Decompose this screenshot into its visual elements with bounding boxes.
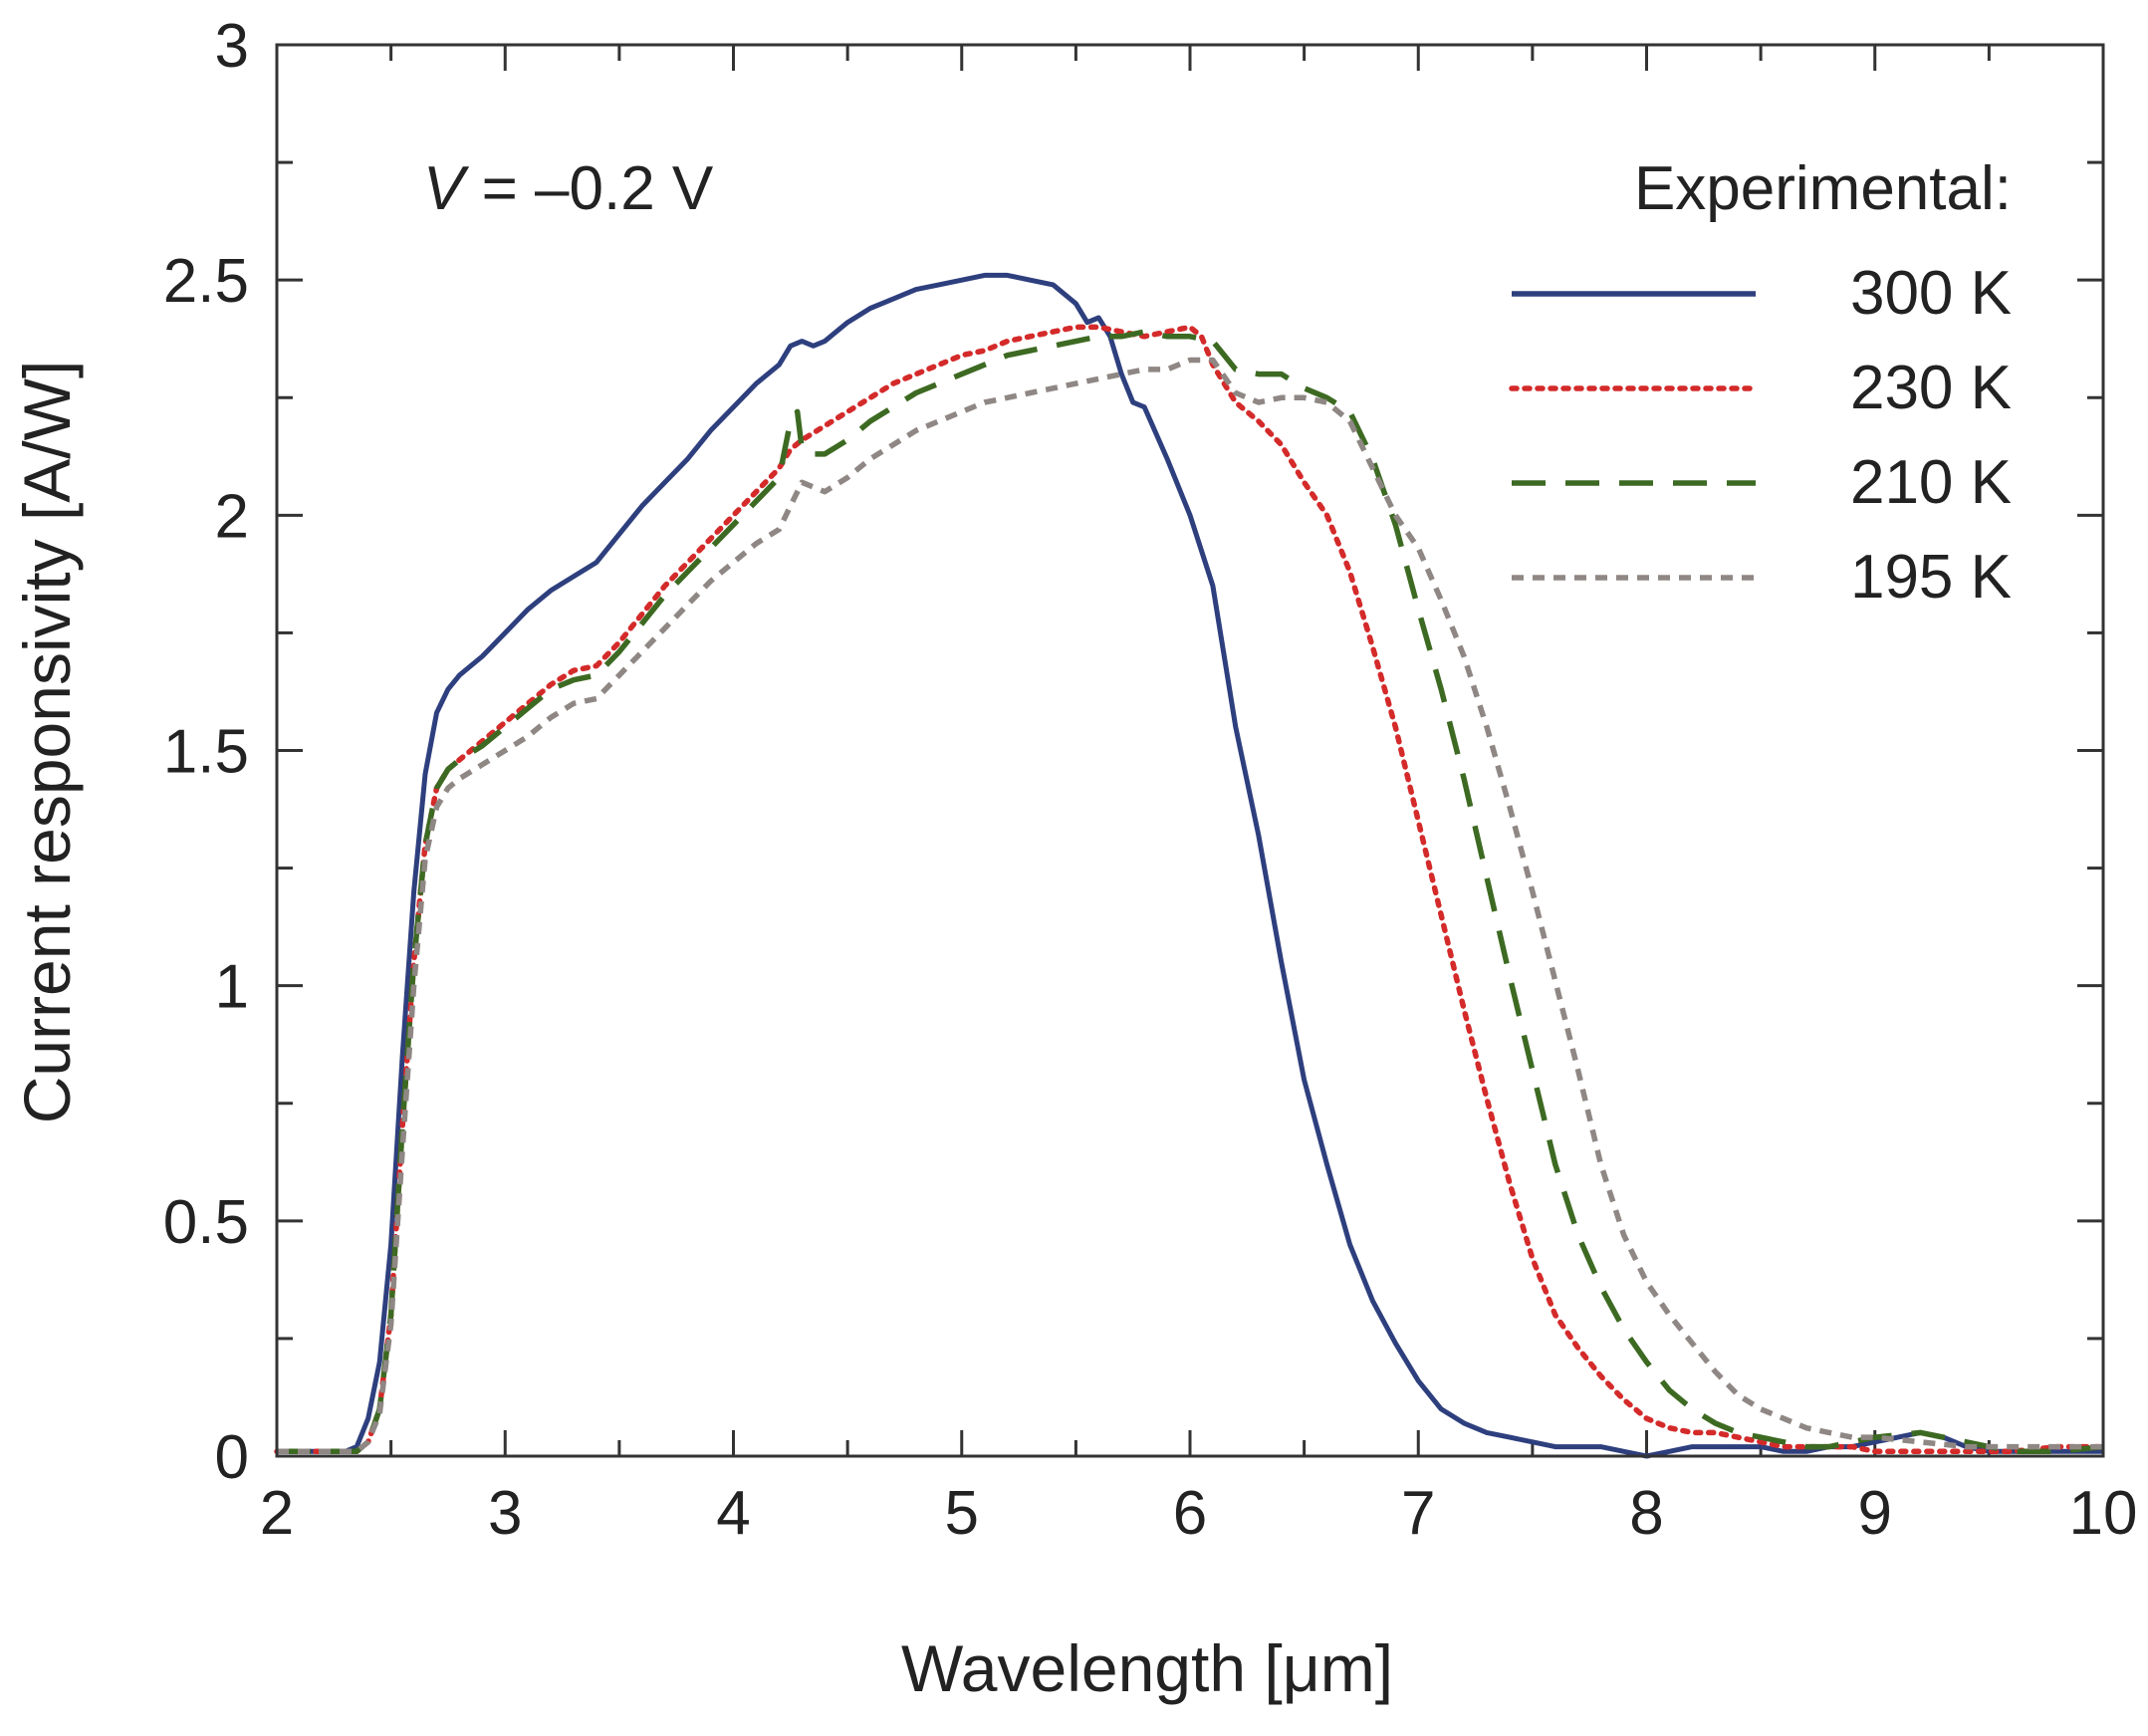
y-tick-label: 0 [215,1423,249,1492]
x-tick-label: 8 [1629,1479,1663,1548]
y-tick-label: 1 [215,953,249,1022]
legend: Experimental: 300 K 230 K 210 K 195 K [1509,154,2012,612]
series-line-230-k [274,324,2106,1455]
annotation-value: = –0.2 V [464,154,714,223]
x-tick-label: 2 [260,1479,294,1548]
x-tick-label: 6 [1173,1479,1207,1548]
series-line-300-k [277,272,2103,1459]
x-tick-label: 7 [1401,1479,1435,1548]
y-tick-label: 1.5 [163,718,249,787]
legend-label-230-k: 230 K [1850,354,2012,422]
x-tick-label: 10 [2069,1479,2138,1548]
labels-layer: 2 3 4 5 6 7 8 9 10 0 0.5 1 1.5 2 2.5 3 [163,12,2138,1548]
legend-label-210-k: 210 K [1850,448,2012,517]
series-line-210-k [277,329,2104,1455]
legend-label-195-k: 195 K [1850,543,2012,612]
y-axis-title: Current responsivity [A/W] [10,361,84,1124]
annotation-variable: V [423,154,470,223]
legend-label-300-k: 300 K [1850,259,2012,328]
plot-frame [275,43,2105,1458]
series-layer [274,272,2106,1459]
y-tick-label: 3 [215,12,249,81]
x-tick-label: 4 [716,1479,750,1548]
y-tick-label: 0.5 [163,1188,249,1257]
y-tick-label: 2 [215,482,249,551]
x-axis-title: Wavelength [μm] [901,1631,1393,1705]
x-tick-label: 5 [945,1479,979,1548]
x-tick-label: 9 [1858,1479,1892,1548]
bias-voltage-annotation: V = –0.2 V [423,154,714,223]
legend-title: Experimental: [1634,154,2012,223]
series-line-195-k [277,357,2103,1455]
y-tick-label: 2.5 [163,247,249,316]
ticks-layer [275,43,2105,1458]
legend-entries: 300 K 230 K 210 K 195 K [1509,259,2012,612]
x-tick-label: 3 [488,1479,522,1548]
